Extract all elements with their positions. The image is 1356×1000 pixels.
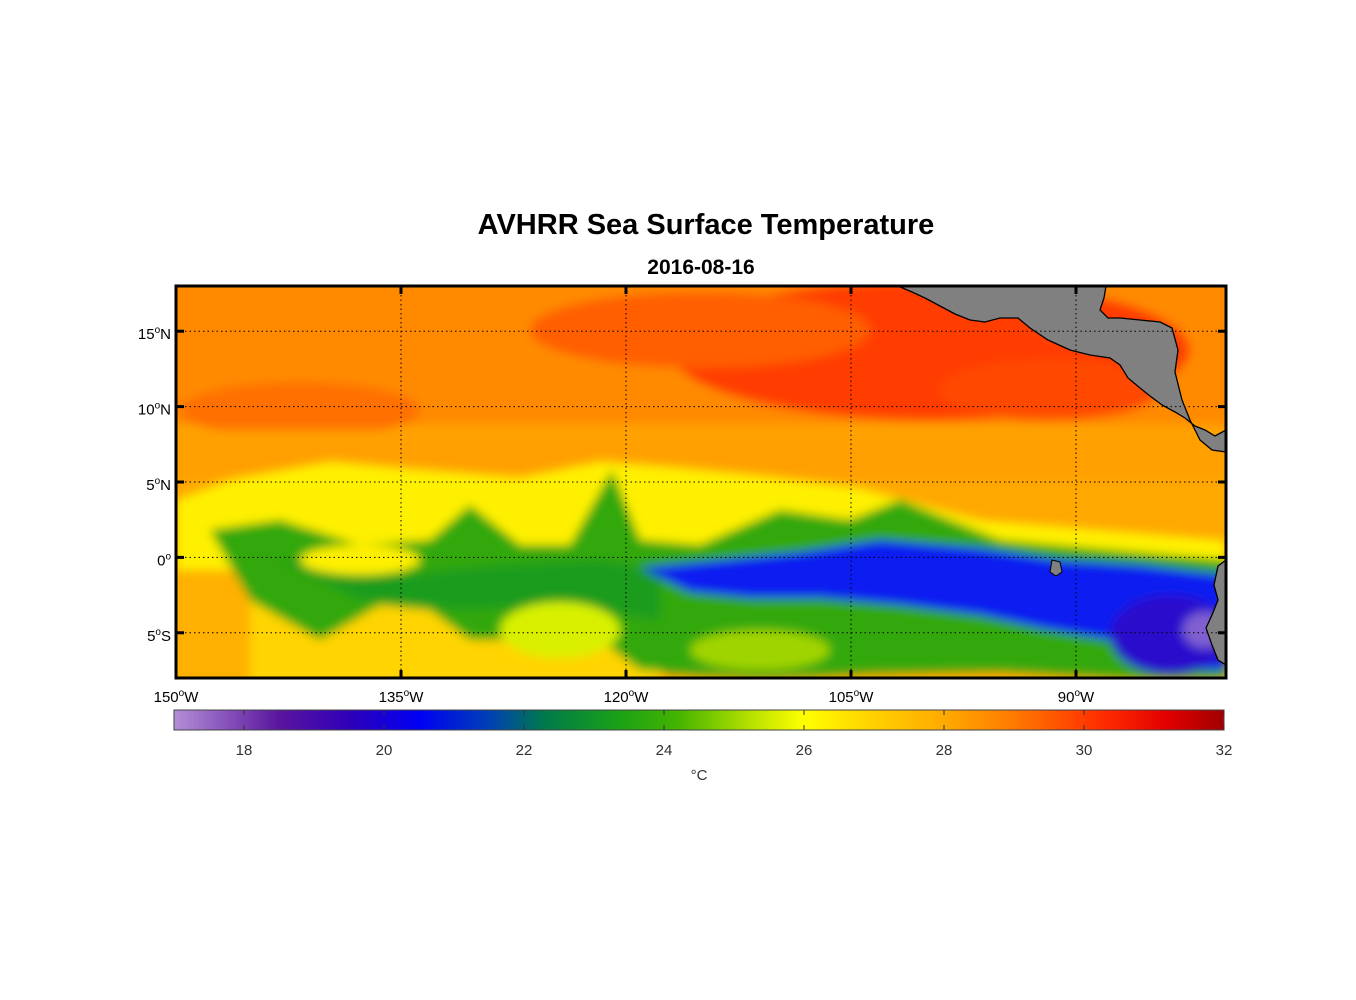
colorbar-tick-label: 28	[936, 742, 953, 759]
longitude-labels: 150oW 135oW 120oW 105oW 90oW	[154, 688, 1095, 706]
lon-label: 135oW	[379, 688, 425, 706]
colorbar-ticks: 18 20 22 24 26 28 30 32	[236, 710, 1233, 759]
map-subtitle: 2016-08-16	[647, 256, 754, 279]
map-tick-marks	[174, 286, 1226, 678]
galapagos-islands	[1049, 559, 1063, 577]
colorbar-tick-label: 32	[1216, 742, 1233, 759]
land-south-america	[1205, 559, 1226, 666]
colorbar-tick-label: 26	[796, 742, 813, 759]
colorbar-unit-label: °C	[691, 767, 708, 784]
sst-field	[176, 286, 1226, 678]
lat-label: 0o	[157, 551, 171, 569]
lon-label: 120oW	[604, 688, 650, 706]
colorbar-tick-label: 22	[516, 742, 533, 759]
lon-label: 90oW	[1058, 688, 1095, 706]
land-central-america	[897, 286, 1226, 453]
lat-label: 15oN	[138, 325, 171, 343]
map-title: AVHRR Sea Surface Temperature	[478, 209, 935, 241]
colorbar	[173, 709, 1225, 731]
latitude-labels: 15oN 10oN 5oN 0o 5oS	[138, 325, 172, 645]
lon-label: 105oW	[829, 688, 875, 706]
colorbar-tick-label: 30	[1076, 742, 1093, 759]
colorbar-tick-label: 24	[656, 742, 673, 759]
lat-label: 5oN	[146, 476, 171, 494]
colorbar-tick-label: 20	[376, 742, 393, 759]
lat-label: 10oN	[138, 401, 171, 419]
lat-label: 5oS	[147, 627, 171, 645]
colorbar-tick-label: 18	[236, 742, 253, 759]
lon-label: 150oW	[154, 688, 200, 706]
